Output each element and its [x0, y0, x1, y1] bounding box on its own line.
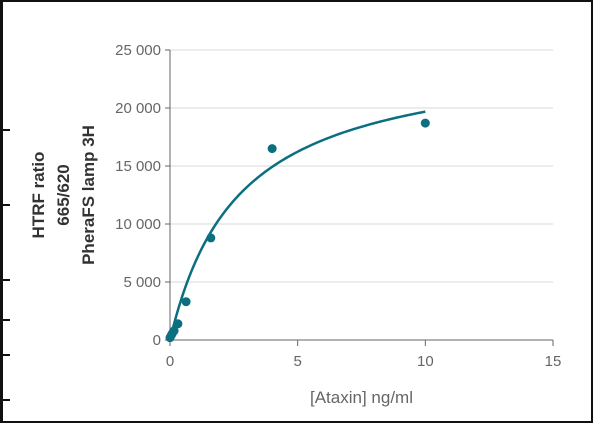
y-tick-label: 25 000: [115, 42, 161, 59]
y-axis-title-line-1: HTRF ratio: [29, 152, 48, 239]
data-points: [165, 118, 430, 343]
data-point: [206, 233, 216, 243]
y-tick-label: 0: [153, 332, 161, 349]
x-tick-label: 5: [293, 353, 301, 370]
data-point: [267, 144, 277, 154]
y-axis-title-line-2: 665/620: [54, 164, 73, 225]
axes: [169, 50, 553, 341]
data-point: [173, 319, 183, 329]
y-axis-ticks: 0 5 000 10 000 15 000 20 000 25 000: [115, 42, 170, 349]
data-point: [169, 326, 179, 336]
x-axis-title: [Ataxin] ng/ml: [310, 388, 413, 407]
x-axis-ticks: 0 5 10 15: [166, 340, 562, 370]
y-tick-label: 10 000: [115, 216, 161, 233]
y-tick-label: 5 000: [123, 274, 161, 291]
grid-lines: [170, 49, 553, 283]
fit-curve: [168, 110, 426, 341]
y-tick-label: 15 000: [115, 158, 161, 175]
frame-edge-ticks: [0, 129, 10, 401]
x-tick-label: 10: [417, 353, 434, 370]
x-tick-label: 15: [545, 353, 562, 370]
y-axis-title-line-3: PheraFS lamp 3H: [79, 125, 98, 265]
x-tick-label: 0: [166, 353, 174, 370]
data-point: [420, 118, 430, 128]
y-tick-label: 20 000: [115, 100, 161, 117]
data-point: [181, 297, 191, 307]
y-axis-title: HTRF ratio 665/620 PheraFS lamp 3H: [29, 125, 98, 265]
